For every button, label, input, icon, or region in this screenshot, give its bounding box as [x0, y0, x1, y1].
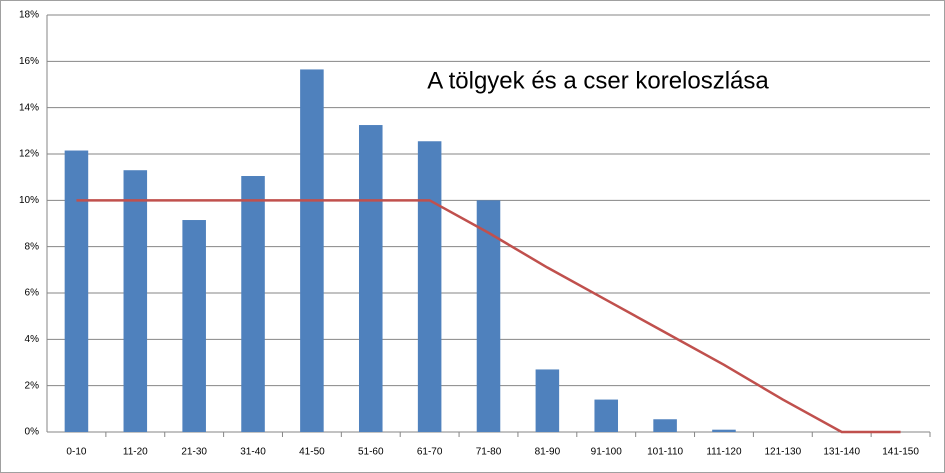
- bar: [594, 399, 619, 432]
- y-tick-label: 8%: [25, 241, 40, 252]
- x-tick-label: 0-10: [66, 447, 86, 458]
- bar: [476, 200, 501, 432]
- y-tick-label: 6%: [25, 288, 40, 299]
- x-tick-label: 31-40: [240, 447, 266, 458]
- y-tick-label: 18%: [19, 10, 39, 21]
- bar: [241, 176, 265, 432]
- bar: [182, 220, 206, 432]
- x-tick-label: 21-30: [181, 447, 207, 458]
- bar: [653, 419, 677, 432]
- y-tick-label: 14%: [19, 102, 39, 113]
- bar: [535, 369, 560, 432]
- bar: [712, 429, 736, 432]
- x-tick-label: 91-100: [591, 447, 623, 458]
- y-tick-label: 4%: [25, 334, 40, 345]
- bar: [123, 170, 148, 432]
- x-tick-label: 131-140: [823, 447, 860, 458]
- chart-title: A tölgyek és a cser koreloszlása: [427, 67, 769, 94]
- x-tick-label: 51-60: [358, 447, 384, 458]
- bar: [300, 69, 324, 433]
- y-tick-label: 2%: [25, 380, 40, 391]
- x-tick-label: 61-70: [417, 447, 443, 458]
- y-tick-label: 12%: [19, 149, 39, 160]
- x-tick-label: 101-110: [647, 447, 683, 458]
- y-tick-label: 10%: [19, 195, 39, 206]
- x-tick-label: 11-20: [123, 447, 148, 458]
- x-tick-label: 81-90: [535, 447, 561, 458]
- y-tick-label: 0%: [25, 427, 40, 438]
- x-tick-label: 41-50: [299, 447, 325, 458]
- bar: [417, 141, 442, 432]
- line: [76, 199, 901, 434]
- bar: [358, 125, 383, 433]
- x-tick-label: 111-120: [706, 447, 742, 458]
- y-tick-label: 16%: [19, 56, 39, 67]
- x-tick-label: 141-150: [882, 447, 919, 458]
- bar: [64, 150, 89, 432]
- x-tick-label: 121-130: [764, 447, 801, 458]
- x-tick-label: 71-80: [476, 447, 502, 458]
